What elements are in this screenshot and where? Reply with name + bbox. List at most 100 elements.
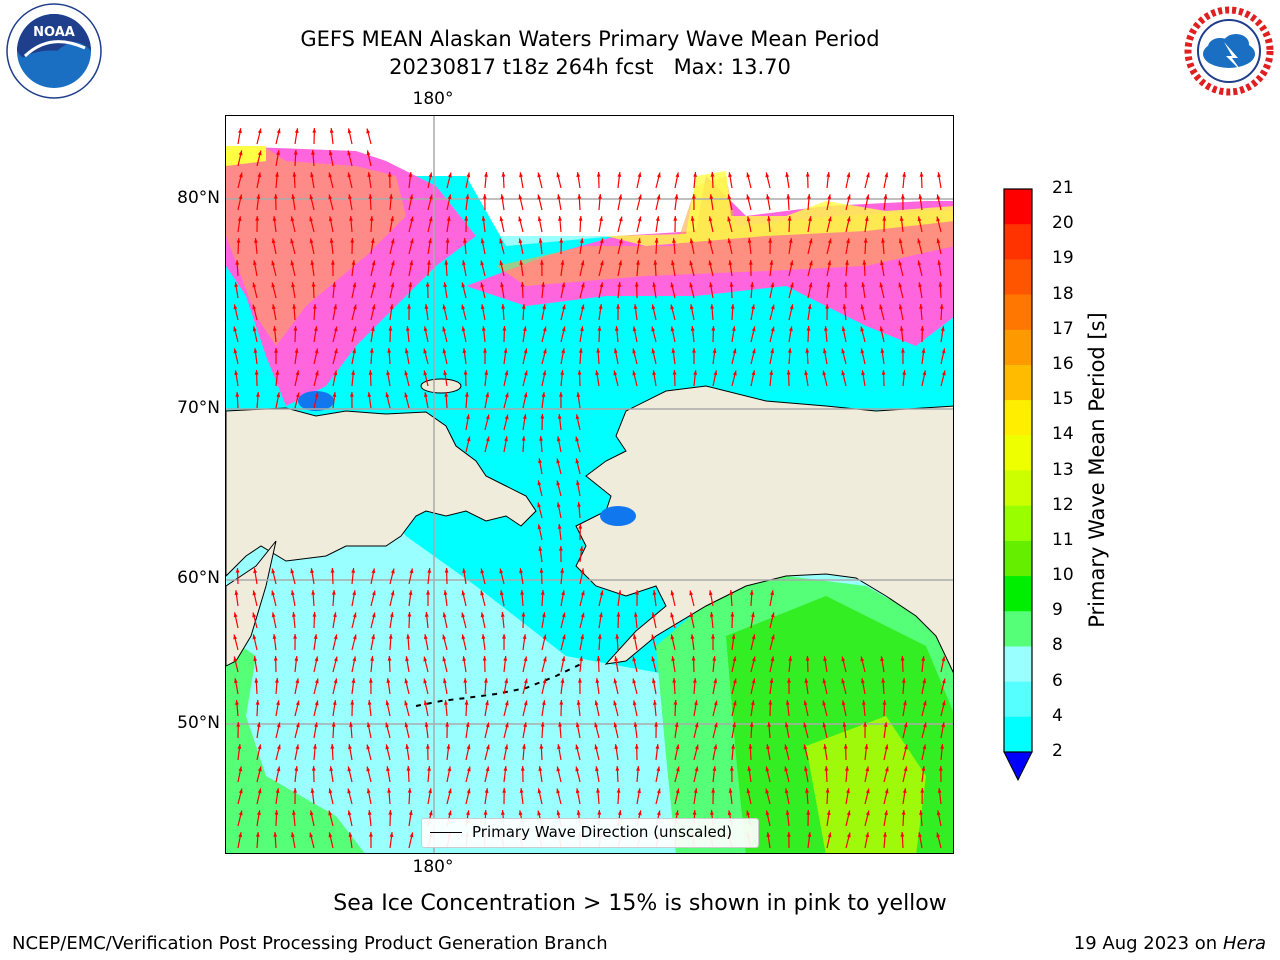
arrow-head — [461, 326, 466, 332]
arrow-head — [539, 436, 544, 441]
arrow-head — [274, 810, 279, 815]
arrow-head — [481, 634, 486, 639]
arrow-head — [350, 238, 355, 243]
arrow-head — [599, 216, 603, 222]
arrow-head — [485, 700, 489, 706]
arrow-head — [807, 304, 812, 310]
arrow-head — [291, 282, 296, 288]
sea-ice-west-orange — [226, 148, 406, 346]
arrow-head — [652, 700, 657, 705]
arrow-head — [424, 304, 429, 309]
footer-date: 19 Aug 2023 on Hera — [1074, 933, 1266, 954]
arrow-head — [409, 194, 414, 200]
colorbar-segment — [1004, 294, 1032, 331]
arrow-head — [386, 766, 390, 772]
arrow-head — [271, 304, 276, 310]
arrow-head — [596, 656, 601, 661]
arrow-head — [901, 678, 906, 683]
arrow-head — [294, 128, 299, 134]
arrow-head — [386, 370, 391, 376]
arrow-head — [616, 304, 621, 309]
arrow-head — [537, 524, 542, 530]
arrow-head — [597, 634, 602, 639]
arrow-head — [273, 656, 278, 661]
arrow-head — [787, 216, 792, 221]
arrow-head — [617, 810, 622, 816]
arrow-head — [443, 282, 448, 288]
arrow-head — [253, 238, 258, 243]
arrow-head — [521, 612, 526, 617]
arrow-head — [442, 612, 447, 618]
arrow-head — [371, 612, 376, 618]
arrow-head — [295, 744, 300, 750]
arrow-head — [903, 766, 908, 772]
arrow-head — [350, 700, 355, 705]
water-yellowgreen — [806, 716, 926, 853]
arrow-head — [708, 260, 713, 266]
arrow-head — [423, 634, 428, 640]
arrow-head — [578, 216, 583, 221]
arrow-head — [556, 480, 561, 486]
colorbar-tick-label: 9 — [1052, 600, 1063, 621]
arrow-head — [328, 194, 333, 200]
arrow-head — [464, 392, 469, 397]
arrow-head — [900, 832, 905, 837]
arrow-head — [466, 414, 470, 420]
arrow-head — [770, 282, 775, 288]
arrow-head — [806, 810, 811, 815]
arrow-head — [236, 238, 241, 243]
arrow-head — [499, 238, 504, 244]
arrow-head — [806, 326, 811, 331]
arrow-head — [482, 656, 487, 661]
arrow-head — [447, 172, 452, 178]
arrow-head — [580, 260, 585, 266]
arrow-head — [770, 656, 775, 662]
arrow-head — [884, 744, 889, 750]
arrow-head — [542, 634, 547, 640]
arrow-head — [332, 392, 337, 397]
arrow-head — [485, 436, 490, 442]
arrow-head — [827, 238, 832, 244]
arrow-head — [692, 810, 697, 815]
arrow-head — [501, 172, 506, 177]
arrow-head — [710, 304, 715, 309]
arrow-head — [710, 810, 714, 815]
arrow-head — [518, 216, 523, 222]
arrow-head — [404, 370, 409, 376]
arrow-head — [481, 216, 486, 221]
arrow-head — [842, 304, 847, 309]
arrow-head — [427, 766, 431, 771]
wave-direction-arrows — [233, 127, 946, 849]
arrow-head — [689, 238, 694, 244]
arrow-head — [558, 722, 562, 727]
arrow-head — [295, 370, 300, 376]
arrow-head — [370, 326, 375, 332]
arrow-head — [727, 238, 732, 244]
arrow-head — [443, 590, 448, 595]
arrow-head — [291, 194, 296, 200]
arrow-head — [922, 700, 927, 706]
arrow-head — [883, 722, 888, 727]
arrow-head — [712, 656, 717, 661]
arrow-head — [444, 700, 448, 705]
arrow-head — [559, 700, 564, 705]
arrow-head — [466, 810, 470, 816]
arrow-head — [922, 678, 927, 684]
arrow-head — [312, 612, 317, 617]
arrow-head — [351, 260, 356, 265]
arrow-head — [709, 612, 714, 617]
arrow-head — [749, 722, 754, 727]
arrow-head — [539, 568, 544, 573]
arrow-head — [921, 766, 926, 771]
arrow-head — [352, 612, 357, 618]
arrow-head — [936, 832, 941, 838]
arrow-head — [576, 392, 581, 397]
arrow-head — [522, 744, 526, 749]
arrow-head — [542, 656, 547, 662]
arrow-head — [446, 216, 451, 222]
arrow-head — [404, 392, 409, 398]
arrow-head — [577, 678, 582, 683]
arrow-head — [314, 700, 319, 706]
arrow-head — [427, 568, 432, 573]
arrow-head — [651, 656, 656, 662]
